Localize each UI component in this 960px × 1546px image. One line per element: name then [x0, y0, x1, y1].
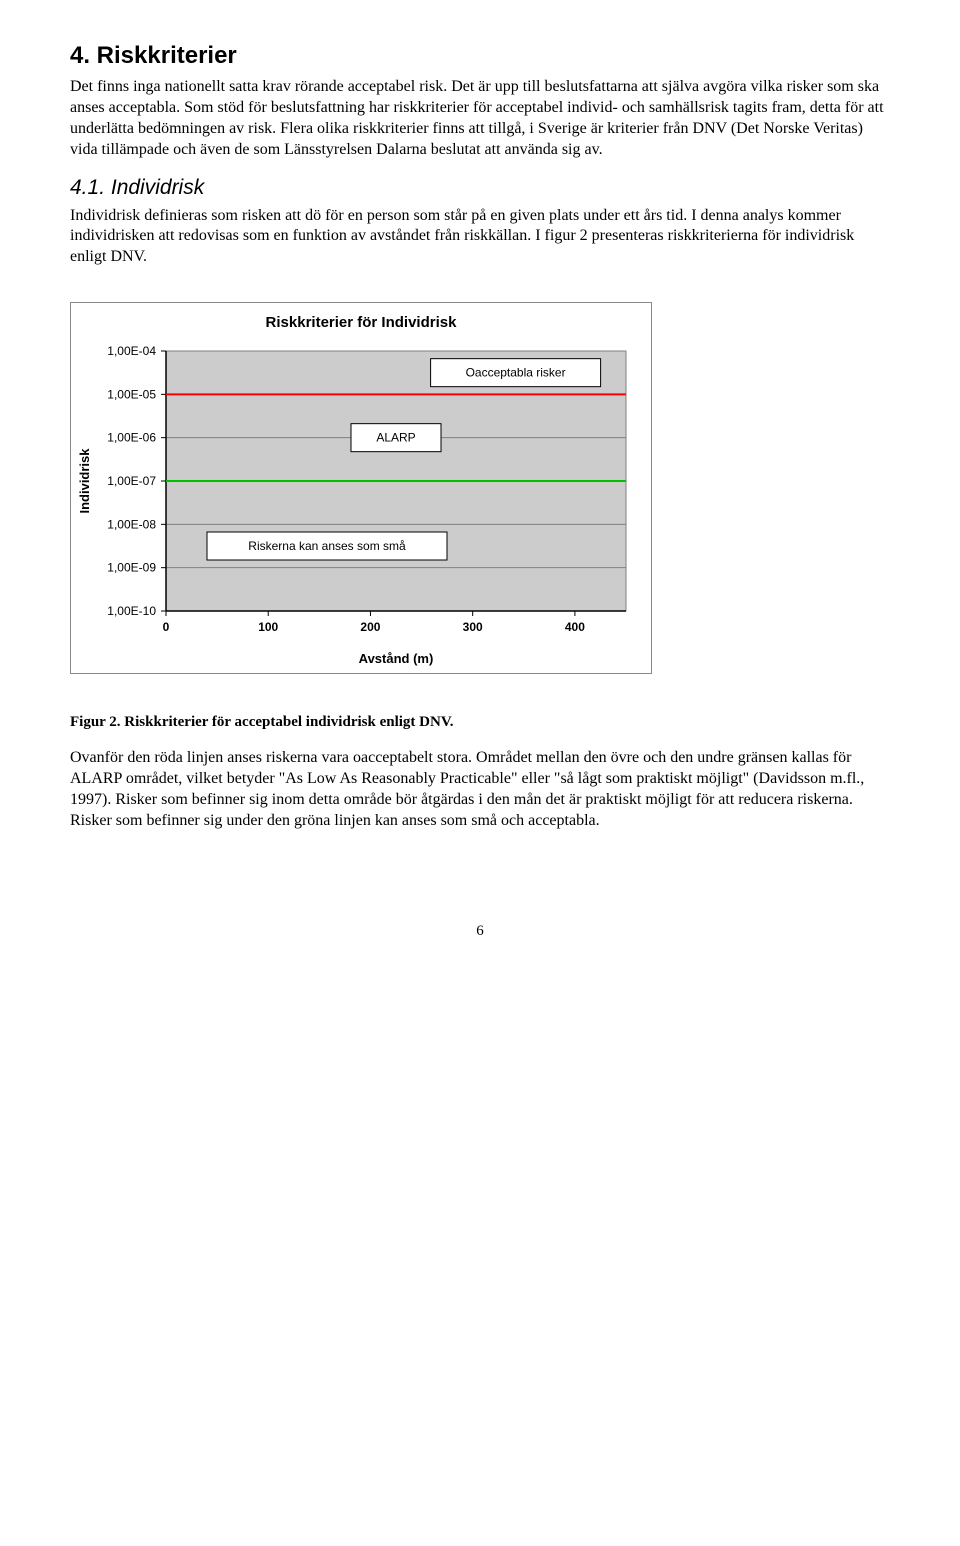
paragraph-explanation: Ovanför den röda linjen anses riskerna v…: [70, 748, 890, 831]
svg-text:100: 100: [258, 620, 278, 634]
riskkriterier-chart: Riskkriterier för Individrisk 1,00E-04 1,0…: [71, 303, 651, 673]
page-number: 6: [70, 922, 890, 942]
svg-text:0: 0: [163, 620, 170, 634]
svg-text:Riskkriterier för Individrisk: Riskkriterier för Individrisk: [266, 314, 458, 331]
svg-text:ALARP: ALARP: [376, 431, 415, 445]
svg-text:1,00E-06: 1,00E-06: [107, 431, 156, 445]
svg-text:Riskerna kan anses som små: Riskerna kan anses som små: [248, 539, 406, 553]
section-heading: 4. Riskkriterier: [70, 40, 890, 71]
chart-container: Riskkriterier för Individrisk 1,00E-04 1,0…: [70, 302, 652, 674]
subsection-heading: 4.1. Individrisk: [70, 174, 890, 201]
paragraph-individrisk: Individrisk definieras som risken att dö…: [70, 206, 890, 268]
svg-text:1,00E-04: 1,00E-04: [107, 344, 156, 358]
svg-text:300: 300: [463, 620, 483, 634]
svg-text:1,00E-09: 1,00E-09: [107, 561, 156, 575]
svg-text:Avstånd (m): Avstånd (m): [359, 651, 434, 666]
figure-caption: Figur 2. Riskkriterier för acceptabel in…: [70, 713, 890, 733]
svg-text:1,00E-05: 1,00E-05: [107, 387, 156, 401]
svg-text:200: 200: [360, 620, 380, 634]
svg-text:Oacceptabla risker: Oacceptabla risker: [466, 366, 566, 380]
svg-text:Individrisk: Individrisk: [77, 448, 92, 514]
svg-text:1,00E-07: 1,00E-07: [107, 474, 156, 488]
svg-text:1,00E-10: 1,00E-10: [107, 604, 156, 618]
svg-text:1,00E-08: 1,00E-08: [107, 517, 156, 531]
svg-text:400: 400: [565, 620, 585, 634]
paragraph-intro: Det finns inga nationellt satta krav rör…: [70, 77, 890, 160]
